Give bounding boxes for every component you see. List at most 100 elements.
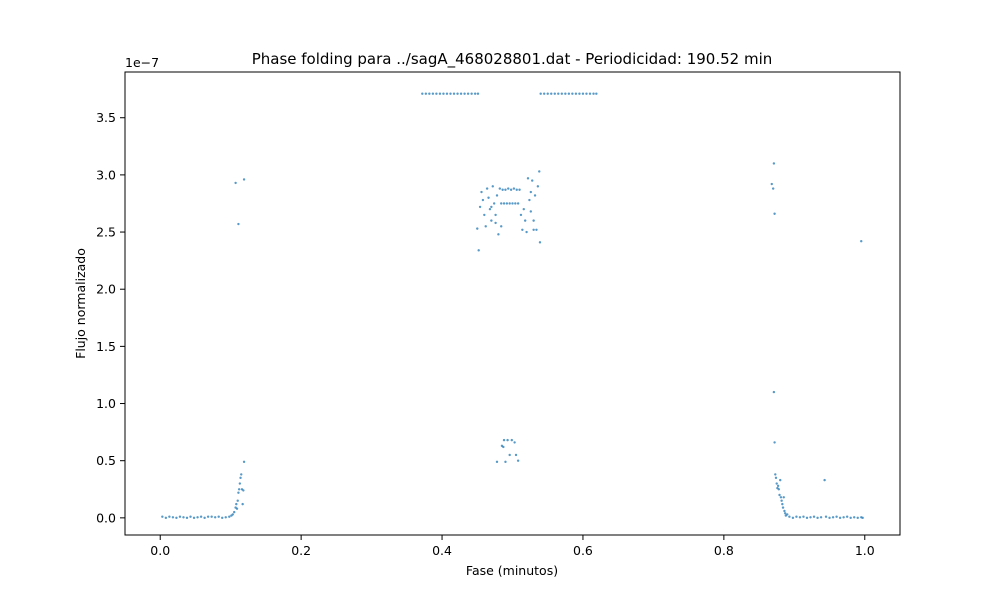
data-point <box>428 92 431 95</box>
data-point <box>823 478 826 482</box>
data-point <box>459 92 463 95</box>
data-point <box>786 513 789 516</box>
x-axis: 0.0 0.2 0.4 0.6 0.8 1.0 <box>150 535 875 558</box>
data-point <box>497 233 500 236</box>
data-point <box>522 207 525 211</box>
data-point <box>536 185 540 188</box>
data-point <box>480 190 483 194</box>
data-point <box>809 516 812 519</box>
data-point <box>775 482 778 485</box>
data-point <box>546 92 549 95</box>
data-point <box>478 205 482 209</box>
data-point <box>502 438 506 442</box>
data-point <box>189 515 192 518</box>
data-point <box>860 239 863 243</box>
data-point <box>514 453 518 457</box>
data-point <box>773 212 776 215</box>
data-point <box>523 219 527 222</box>
data-point <box>484 225 487 228</box>
data-point <box>449 92 452 95</box>
data-point <box>529 190 533 194</box>
data-point <box>514 202 517 205</box>
data-point <box>571 92 574 95</box>
data-point <box>456 92 459 95</box>
data-point <box>492 202 496 205</box>
x-tick-label: 0.6 <box>573 543 593 558</box>
chart-title: Phase folding para ../sagA_468028801.dat… <box>252 50 773 69</box>
data-point <box>504 460 507 464</box>
data-point <box>519 213 523 217</box>
data-point <box>242 178 246 181</box>
data-point <box>452 92 456 95</box>
data-point <box>240 473 243 476</box>
data-point <box>508 453 511 457</box>
data-point <box>529 210 533 213</box>
data-point <box>505 202 509 205</box>
data-point <box>510 438 513 442</box>
data-point <box>224 516 227 519</box>
data-point <box>511 202 514 205</box>
data-point <box>508 202 511 205</box>
data-point <box>773 441 776 444</box>
data-point <box>504 188 507 191</box>
data-point <box>239 476 242 480</box>
data-point <box>574 92 578 95</box>
data-point <box>842 516 845 519</box>
y-axis: 0.0 0.5 1.0 1.5 2.0 2.5 3.0 3.5 <box>96 110 125 525</box>
data-point <box>502 445 505 449</box>
y-tick-label: 0.0 <box>96 510 116 525</box>
data-point <box>553 92 556 95</box>
data-point <box>526 177 530 180</box>
data-point <box>476 92 480 95</box>
data-point <box>495 460 499 464</box>
data-point <box>560 92 564 95</box>
data-point <box>438 92 442 95</box>
data-point <box>550 92 553 95</box>
data-point <box>168 515 171 518</box>
data-point <box>531 179 534 182</box>
data-point <box>771 187 775 190</box>
data-point <box>774 476 778 480</box>
plot-frame <box>124 71 901 536</box>
data-point <box>512 187 516 190</box>
data-point <box>816 516 819 520</box>
data-point <box>213 516 217 519</box>
data-point <box>518 188 521 191</box>
data-point <box>781 502 784 506</box>
data-point <box>424 92 428 95</box>
data-point <box>445 92 449 95</box>
data-point <box>588 92 592 95</box>
data-point <box>502 202 506 205</box>
data-point <box>507 187 510 190</box>
data-point <box>581 92 585 95</box>
data-point <box>210 515 213 518</box>
data-point <box>777 488 781 491</box>
data-point <box>495 194 499 197</box>
data-point <box>513 441 516 444</box>
data-point <box>241 502 244 506</box>
data-point <box>564 92 567 95</box>
data-point <box>506 438 509 442</box>
data-point <box>853 516 856 519</box>
data-point <box>485 187 489 190</box>
data-point <box>770 182 773 186</box>
data-point <box>780 499 783 502</box>
data-point <box>861 516 864 520</box>
y-tick-label: 2.0 <box>96 282 116 297</box>
y-tick-label: 3.5 <box>96 110 116 125</box>
data-point <box>776 484 780 488</box>
data-point <box>592 92 595 95</box>
data-point <box>791 516 795 520</box>
data-point <box>242 489 245 492</box>
x-tick-label: 1.0 <box>855 543 875 558</box>
data-point <box>196 516 199 519</box>
data-point <box>535 228 538 231</box>
data-point <box>481 198 485 202</box>
data-point <box>488 207 492 211</box>
y-tick-label: 1.5 <box>96 339 116 354</box>
x-tick-label: 0.2 <box>291 543 311 558</box>
data-point <box>578 92 581 95</box>
data-point <box>490 219 493 222</box>
data-point <box>778 493 781 497</box>
